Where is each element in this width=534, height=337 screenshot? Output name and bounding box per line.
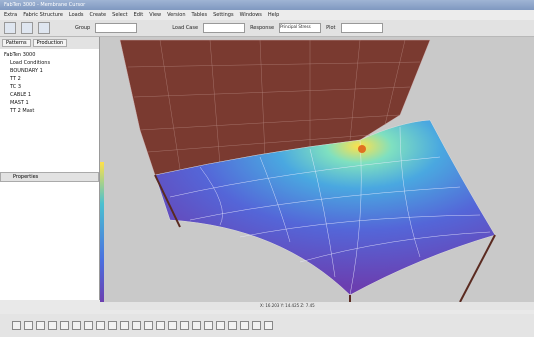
menu-item[interactable]: Extra xyxy=(4,12,18,18)
panel-tab[interactable]: Production xyxy=(32,39,68,47)
membrane-grid xyxy=(169,126,491,296)
menu-item[interactable]: Edit xyxy=(133,12,144,18)
tool-button[interactable] xyxy=(36,321,45,330)
tool-button[interactable] xyxy=(60,321,69,330)
tree-node[interactable]: TC 3 xyxy=(10,84,22,90)
tool-button[interactable] xyxy=(24,321,33,330)
menu-bar: Extra Fabric Structure Loads Create Select Ed… xyxy=(0,10,534,20)
plot-combo[interactable] xyxy=(340,23,383,33)
tool-button[interactable] xyxy=(120,321,129,330)
tool-button[interactable] xyxy=(192,321,201,330)
tree-node[interactable]: FabTen 3000 xyxy=(4,52,36,58)
menu-item[interactable]: Settings xyxy=(213,12,234,18)
tree-node[interactable]: MAST 1 xyxy=(10,100,29,106)
bottom-toolbar xyxy=(0,314,534,337)
mast-head xyxy=(358,145,366,153)
status-bar: X: 16.203 Y: 14.425 Z: 7.45 xyxy=(100,302,534,310)
tool-button[interactable] xyxy=(84,321,93,330)
group-label: Group xyxy=(75,25,91,31)
toolbar: Group Load Case Response Principal Stres… xyxy=(0,20,534,37)
load-case-label: Load Case xyxy=(172,25,199,31)
tool-button[interactable] xyxy=(48,321,57,330)
menu-item[interactable]: View xyxy=(149,12,162,18)
tree-node[interactable]: TT 2 xyxy=(10,76,21,82)
menu-item[interactable]: Create xyxy=(89,12,107,18)
response-label: Response xyxy=(250,25,275,31)
membrane-stress-plot xyxy=(154,119,496,296)
menu-item[interactable]: Loads xyxy=(68,12,84,18)
tool-button[interactable] xyxy=(168,321,177,330)
tool-button[interactable] xyxy=(156,321,165,330)
tool-button[interactable] xyxy=(96,321,105,330)
response-combo[interactable]: Principal Stress xyxy=(279,23,322,33)
menu-item[interactable]: Windows xyxy=(239,12,262,18)
plot-label: Plot xyxy=(326,25,336,31)
tool-button[interactable] xyxy=(204,321,213,330)
panel-tab[interactable]: Patterns xyxy=(2,39,31,47)
masts xyxy=(154,174,496,302)
load-case-combo[interactable] xyxy=(203,23,246,33)
menu-item[interactable]: Help xyxy=(267,12,280,18)
tool-button[interactable] xyxy=(132,321,141,330)
tool-button[interactable] xyxy=(72,321,81,330)
tool-button[interactable] xyxy=(144,321,153,330)
tool-button[interactable] xyxy=(216,321,225,330)
roof-grid xyxy=(127,39,421,170)
menu-item[interactable]: Select xyxy=(112,12,128,18)
tool-button[interactable] xyxy=(38,22,50,34)
tool-button[interactable] xyxy=(21,22,33,34)
side-panel: Patterns Production FabTen 3000 Load Condi… xyxy=(0,37,100,300)
tool-button[interactable] xyxy=(252,321,261,330)
tree-node[interactable]: CABLE 1 xyxy=(10,92,32,98)
menu-item[interactable]: Tables xyxy=(191,12,208,18)
tool-button[interactable] xyxy=(108,321,117,330)
title-bar: FabTen 3000 - Membrane Cursor xyxy=(0,0,534,10)
model-tree: FabTen 3000 Load Conditions BOUNDARY 1 TT 2… xyxy=(0,49,99,117)
tool-button[interactable] xyxy=(4,22,16,34)
tree-node[interactable]: Load Conditions xyxy=(10,60,51,66)
tool-button[interactable] xyxy=(180,321,189,330)
tool-button[interactable] xyxy=(240,321,249,330)
tool-button[interactable] xyxy=(228,321,237,330)
group-combo[interactable] xyxy=(95,23,138,33)
tree-node[interactable]: TT 2 Mast xyxy=(10,108,35,114)
panel-tabs: Patterns Production xyxy=(0,37,99,49)
menu-item[interactable]: Fabric Structure xyxy=(23,12,63,18)
menu-item[interactable]: Version xyxy=(167,12,186,18)
color-scale xyxy=(100,162,104,302)
tool-button[interactable] xyxy=(264,321,273,330)
tool-button[interactable] xyxy=(12,321,21,330)
properties-header: Properties xyxy=(0,172,99,182)
viewport xyxy=(100,37,534,302)
window-title: FabTen 3000 - Membrane Cursor xyxy=(4,2,86,8)
tree-node[interactable]: BOUNDARY 1 xyxy=(10,68,43,74)
